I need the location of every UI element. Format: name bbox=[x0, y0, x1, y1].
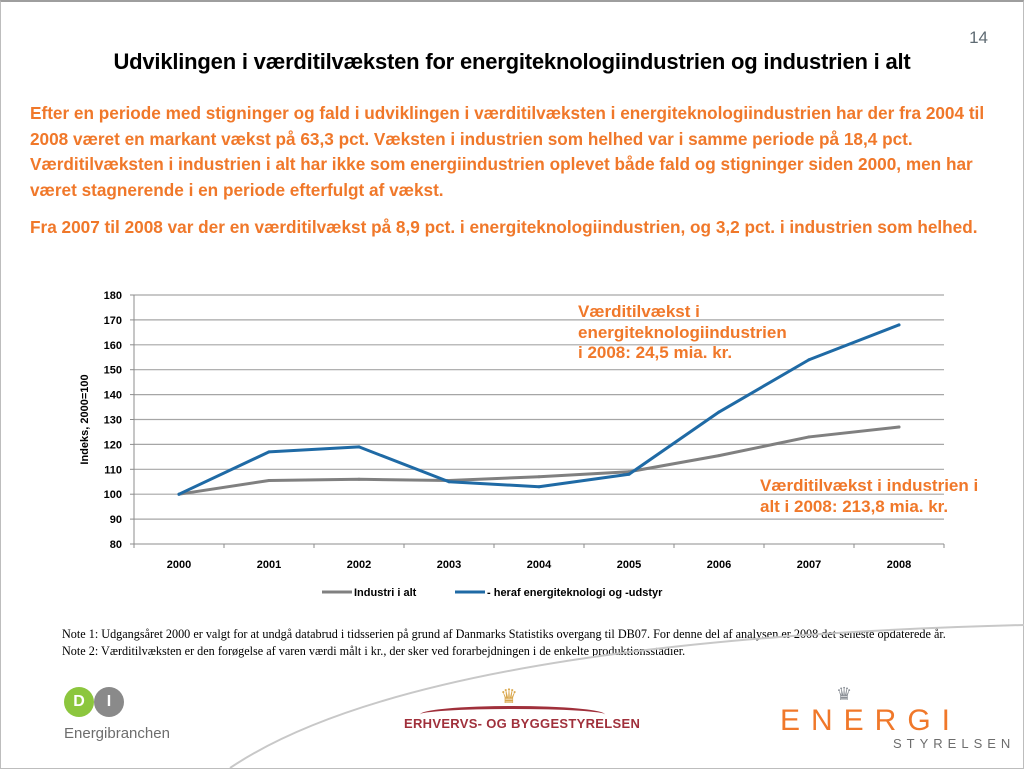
data-point bbox=[447, 480, 451, 484]
data-point bbox=[177, 492, 181, 496]
data-point bbox=[717, 454, 721, 458]
legend: Industri i alt - heraf energiteknologi og… bbox=[322, 587, 663, 599]
data-point bbox=[357, 445, 361, 449]
industry-annotation: Værditilvækst i industrien i alt i 2008:… bbox=[760, 476, 978, 517]
x-tick-label: 2008 bbox=[887, 559, 911, 571]
y-tick-label: 130 bbox=[104, 415, 122, 427]
ebst-logo-text: ERHVERVS- OG BYGGESTYRELSEN bbox=[404, 716, 641, 731]
data-point bbox=[267, 479, 271, 483]
y-axis-label: Indeks, 2000=100 bbox=[79, 374, 91, 464]
di-logo-i: I bbox=[94, 687, 124, 717]
series-lines bbox=[177, 323, 901, 496]
data-point bbox=[897, 425, 901, 429]
y-tick-label: 100 bbox=[104, 489, 122, 501]
x-tick-label: 2000 bbox=[167, 559, 191, 571]
di-logo-subtitle: Energibranchen bbox=[64, 725, 170, 742]
energy-annotation-line-3: i 2008: 24,5 mia. kr. bbox=[578, 343, 733, 362]
y-tick-label: 90 bbox=[110, 514, 122, 526]
erhvervs-og-byggestyrelsen-logo: ♛ ERHVERVS- OG BYGGESTYRELSEN bbox=[400, 684, 640, 734]
energy-annotation-line-2: energiteknologiindustrien bbox=[578, 322, 787, 342]
energistyrelsen-logo: ♛ ENERGI STYRELSEN bbox=[780, 684, 1010, 754]
industry-annotation-line-2: alt i 2008: 213,8 mia. kr. bbox=[760, 496, 949, 516]
ens-logo-main: ENERGI bbox=[780, 704, 962, 737]
slide-title: Udviklingen i værditilvæksten for energi… bbox=[113, 49, 911, 74]
summary-paragraph-2: Fra 2007 til 2008 var der en værditilvæk… bbox=[30, 217, 978, 237]
legend-label: Industri i alt bbox=[354, 587, 417, 599]
ens-logo-sub: STYRELSEN bbox=[893, 736, 1016, 751]
data-point bbox=[627, 472, 631, 476]
gridlines bbox=[134, 294, 944, 520]
note-2: Note 2: Værditilvæksten er den forøgelse… bbox=[62, 644, 686, 658]
y-tick-label: 110 bbox=[104, 464, 122, 476]
x-tick-label: 2005 bbox=[617, 559, 641, 571]
x-tick-label: 2006 bbox=[707, 559, 731, 571]
y-tick-label: 140 bbox=[104, 390, 122, 402]
data-point bbox=[537, 475, 541, 479]
di-energibranchen-logo: D I Energibranchen bbox=[64, 687, 184, 747]
x-tick-label: 2007 bbox=[797, 559, 821, 571]
x-tick-label: 2002 bbox=[347, 559, 371, 571]
x-tick-label: 2004 bbox=[527, 559, 552, 571]
x-tick-label: 2001 bbox=[257, 559, 281, 571]
crown-icon: ♛ bbox=[500, 686, 518, 708]
data-point bbox=[807, 358, 811, 362]
y-tick-label: 160 bbox=[104, 340, 122, 352]
crown-icon: ♛ bbox=[836, 684, 853, 704]
footnotes: Note 1: Udgangsåret 2000 er valgt for at… bbox=[62, 626, 962, 660]
note-1: Note 1: Udgangsåret 2000 er valgt for at… bbox=[62, 627, 946, 641]
data-point bbox=[537, 485, 541, 489]
data-point bbox=[267, 450, 271, 454]
data-point bbox=[717, 410, 721, 414]
y-tick-label: 120 bbox=[104, 439, 122, 451]
di-logo-d: D bbox=[64, 687, 94, 717]
legend-label: - heraf energiteknologi og -udstyr bbox=[487, 587, 663, 599]
y-tick-label: 170 bbox=[104, 315, 122, 327]
industry-annotation-line-1: Værditilvækst i industrien i bbox=[760, 476, 979, 495]
data-point bbox=[357, 477, 361, 481]
x-axis-ticks: 2000 2001 2002 2003 2004 2005 2006 2007 2008 bbox=[133, 544, 945, 571]
energy-annotation-line-1: Værditilvækst i bbox=[578, 302, 700, 321]
y-axis-ticks: 80 90 100 110 120 130 140 150 160 170 180 bbox=[104, 290, 134, 551]
y-tick-label: 150 bbox=[104, 365, 122, 377]
page-number: 14 bbox=[969, 28, 988, 47]
logo-arc bbox=[420, 706, 605, 723]
line-chart: 80 90 100 110 120 130 140 150 160 170 180 2000 2001… bbox=[79, 290, 945, 599]
y-tick-label: 80 bbox=[110, 539, 122, 551]
summary-paragraph-1: Efter en periode med stigninger og fald … bbox=[30, 103, 985, 200]
data-point bbox=[807, 435, 811, 439]
y-tick-label: 180 bbox=[104, 290, 122, 302]
energy-annotation: Værditilvækst i energiteknologiindustrie… bbox=[578, 302, 787, 364]
x-tick-label: 2003 bbox=[437, 559, 461, 571]
data-point bbox=[897, 323, 901, 327]
